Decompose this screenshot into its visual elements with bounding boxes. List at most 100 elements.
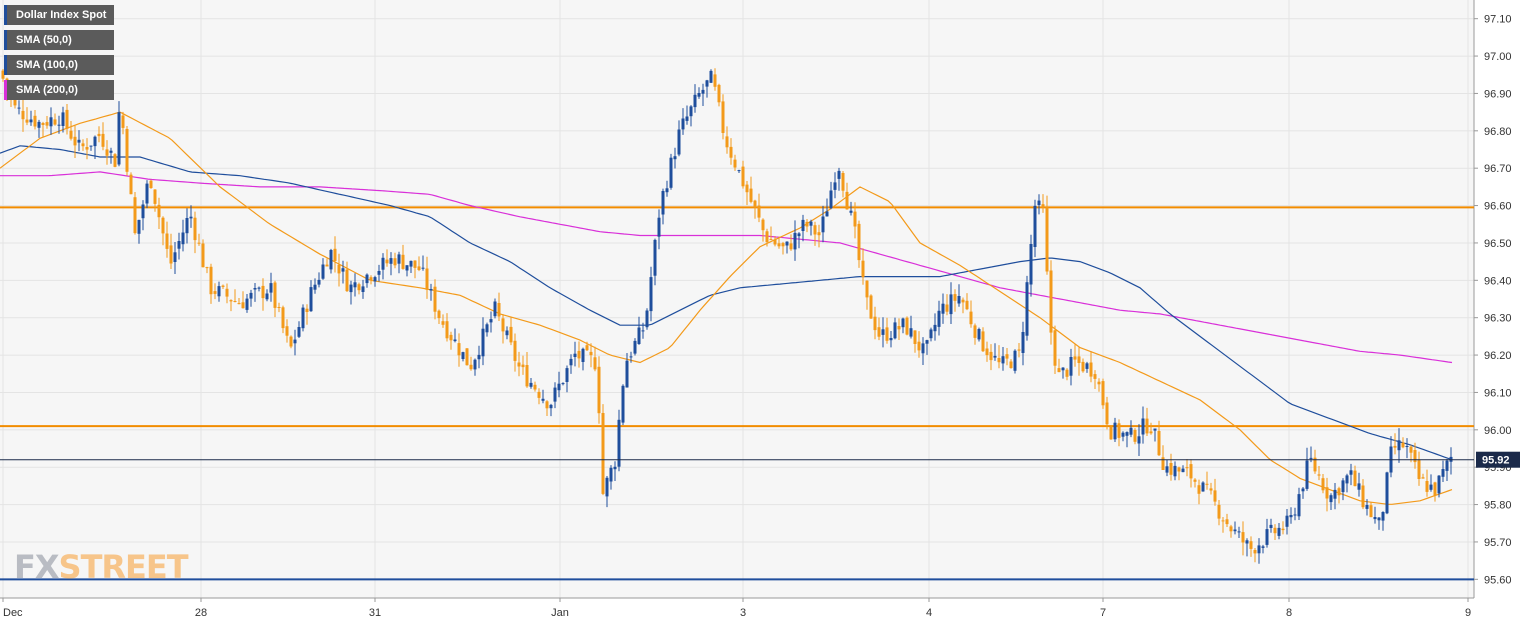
x-tick-label: Dec	[3, 607, 23, 619]
candle-body	[1337, 488, 1341, 496]
candle-body	[1397, 440, 1401, 451]
candle-body	[1297, 494, 1301, 517]
candle-body	[217, 286, 221, 297]
candle-body	[1109, 426, 1113, 440]
candle-body	[49, 117, 53, 127]
candle-body	[1169, 463, 1173, 475]
candle-body	[1165, 466, 1169, 473]
candle-body	[1237, 531, 1241, 533]
x-tick-label: 8	[1286, 607, 1292, 619]
candle-body	[245, 298, 249, 310]
candle-body	[293, 339, 297, 344]
candle-body	[1113, 422, 1117, 440]
candle-body	[1293, 514, 1297, 516]
legend-swatch	[4, 55, 7, 75]
x-tick-label: Jan	[551, 607, 569, 619]
candle-body	[1025, 282, 1029, 336]
candle-body	[1377, 517, 1381, 521]
candle-body	[605, 477, 609, 497]
candle-body	[781, 243, 785, 247]
candle-body	[1393, 445, 1397, 448]
candle-body	[533, 384, 537, 390]
candle-body	[185, 218, 189, 234]
candle-body	[829, 190, 833, 209]
candle-body	[665, 188, 669, 193]
candle-body	[345, 269, 349, 292]
candle-body	[541, 398, 545, 401]
candle-body	[1373, 517, 1377, 520]
candle-body	[769, 239, 773, 241]
candle-body	[401, 254, 405, 269]
candle-body	[1261, 546, 1265, 548]
candle-body	[177, 241, 181, 249]
logo-fx: FX	[14, 548, 60, 586]
candle-body	[333, 248, 337, 261]
candle-body	[369, 277, 373, 280]
candle-body	[505, 330, 509, 336]
candle-body	[1057, 368, 1061, 373]
candle-body	[1385, 472, 1389, 514]
candle-body	[913, 330, 917, 344]
candle-body	[1141, 418, 1145, 435]
candle-body	[737, 170, 741, 172]
candle-body	[1381, 512, 1385, 521]
candle-body	[273, 282, 277, 308]
legend-item-sma-50[interactable]: SMA (50,0)	[4, 30, 115, 50]
legend-item-sma-200[interactable]: SMA (200,0)	[4, 80, 115, 100]
candle-body	[877, 327, 881, 337]
candle-body	[973, 325, 977, 338]
legend-item-dollar-index[interactable]: Dollar Index Spot	[4, 5, 115, 25]
candle-body	[353, 282, 357, 288]
candle-body	[1257, 545, 1261, 554]
legend-item-sma-100[interactable]: SMA (100,0)	[4, 55, 115, 75]
candle-body	[981, 331, 985, 352]
candle-body	[933, 324, 937, 332]
candle-body	[321, 264, 325, 279]
candle-body	[513, 340, 517, 361]
candle-body	[37, 121, 41, 128]
candle-body	[1365, 505, 1369, 509]
candle-body	[617, 419, 621, 467]
candle-body	[517, 362, 521, 367]
candle-body	[729, 146, 733, 158]
candle-body	[1269, 524, 1273, 528]
candle-body	[965, 300, 969, 310]
candle-body	[389, 258, 393, 264]
candle-body	[397, 254, 401, 264]
candle-body	[69, 130, 73, 139]
candle-body	[1157, 431, 1161, 456]
candle-body	[969, 311, 973, 325]
candle-body	[1037, 200, 1041, 205]
candle-body	[1345, 475, 1349, 484]
legend-label: SMA (200,0)	[16, 84, 78, 96]
candle-body	[509, 326, 513, 343]
candle-body	[173, 252, 177, 262]
candle-body	[653, 239, 657, 276]
candle-body	[1321, 478, 1325, 491]
y-tick-label: 96.90	[1484, 88, 1512, 100]
candle-body	[1093, 374, 1097, 379]
candle-body	[797, 233, 801, 237]
candle-body	[21, 110, 25, 120]
candle-body	[897, 326, 901, 330]
candle-body	[113, 154, 117, 167]
candle-body	[813, 225, 817, 235]
candle-body	[457, 343, 461, 356]
candle-body	[317, 279, 321, 285]
x-tick-label: 3	[740, 607, 746, 619]
candle-body	[41, 123, 45, 125]
candle-body	[229, 300, 233, 302]
candle-body	[885, 327, 889, 341]
candle-body	[1225, 519, 1229, 525]
y-tick-label: 96.40	[1484, 275, 1512, 287]
candle-body	[697, 93, 701, 97]
candle-body	[569, 358, 573, 366]
candle-body	[425, 268, 429, 290]
candle-body	[557, 383, 561, 391]
x-tick-label: 4	[926, 607, 932, 619]
candle-body	[1017, 349, 1021, 351]
candle-body	[1089, 362, 1093, 377]
candle-body	[1289, 515, 1293, 518]
candle-body	[13, 99, 17, 106]
